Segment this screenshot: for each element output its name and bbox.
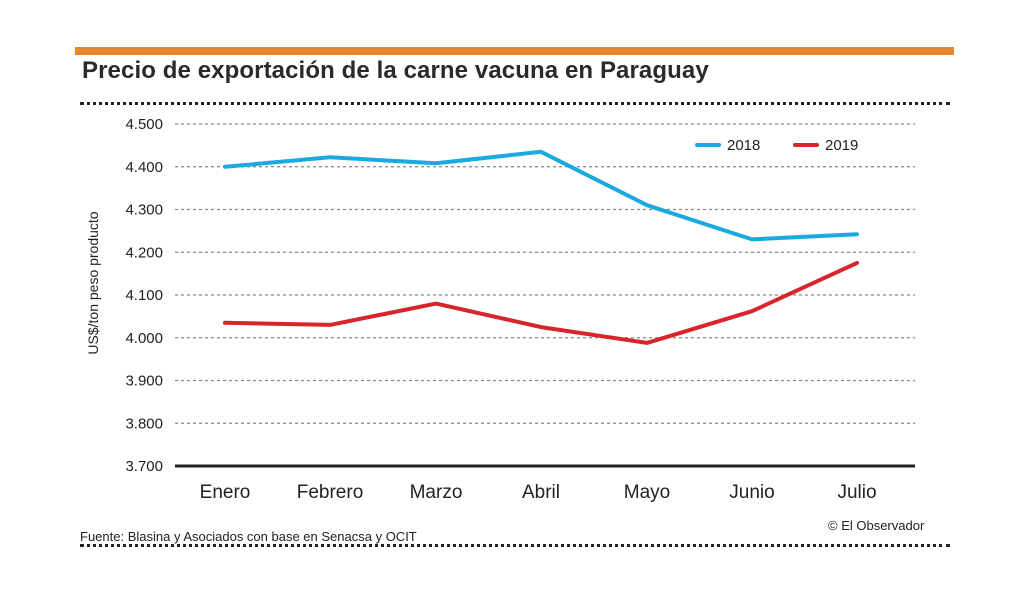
gridlines <box>175 123 915 424</box>
accent-bar <box>75 47 954 55</box>
series-line-2018 <box>223 149 859 242</box>
x-category-label: Abril <box>522 482 560 503</box>
y-tick-label: 4.000 <box>125 330 163 347</box>
y-tick-label: 4.300 <box>125 202 163 219</box>
y-tick-label: 4.400 <box>125 159 163 176</box>
y-tick-label: 3.700 <box>125 458 163 475</box>
x-category-label: Junio <box>729 482 774 503</box>
y-tick-label: 3.900 <box>125 373 163 390</box>
y-tick-label: 4.200 <box>125 244 163 261</box>
series-lines <box>223 149 859 345</box>
x-category-label: Mayo <box>624 482 670 503</box>
x-category-label: Enero <box>200 482 251 503</box>
y-axis-ticks: 3.700 3.800 3.900 4.000 4.100 4.200 4.300 4.400… <box>125 116 163 475</box>
legend-label-2018: 2018 <box>727 137 760 154</box>
legend-label-2019: 2019 <box>825 137 858 154</box>
y-tick-label: 4.100 <box>125 287 163 304</box>
series-line-2019 <box>223 260 859 345</box>
top-dotted-rule <box>80 102 950 105</box>
x-category-label: Febrero <box>297 482 364 503</box>
x-category-label: Julio <box>837 482 876 503</box>
chart-title: Precio de exportación de la carne vacuna… <box>82 57 709 84</box>
x-category-label: Marzo <box>410 482 463 503</box>
bottom-dotted-rule <box>80 544 950 547</box>
y-axis-label: US$/ton peso producto <box>85 211 101 354</box>
credit-text: © El Observador <box>828 518 925 533</box>
y-tick-label: 4.500 <box>125 116 163 133</box>
legend: 2018 2019 <box>695 137 858 154</box>
x-axis-categories: Enero Febrero Marzo Abril Mayo Junio Julio <box>200 482 877 503</box>
source-text: Fuente: Blasina y Asociados con base en … <box>80 529 417 544</box>
y-tick-label: 3.800 <box>125 415 163 432</box>
